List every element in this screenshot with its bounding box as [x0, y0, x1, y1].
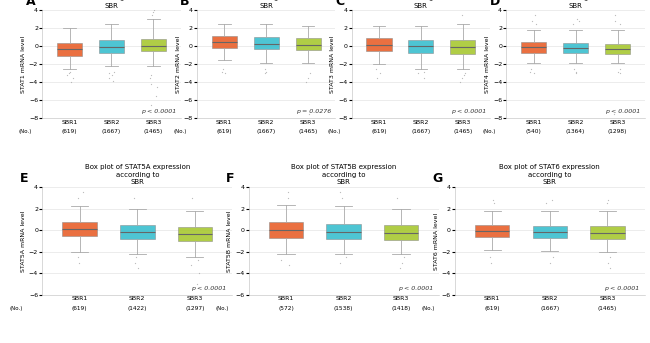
PathPatch shape: [521, 42, 546, 52]
Text: (619): (619): [216, 129, 232, 134]
Text: G: G: [432, 172, 442, 185]
Text: (1538): (1538): [334, 306, 354, 311]
Text: (1465): (1465): [144, 129, 163, 134]
Title: Box plot of STAT3 expression
according to
SBR: Box plot of STAT3 expression according t…: [370, 0, 471, 9]
Text: (619): (619): [62, 129, 77, 134]
Text: (No.): (No.): [173, 129, 187, 134]
Text: p < 0.0001: p < 0.0001: [398, 286, 433, 291]
Text: (1418): (1418): [391, 306, 411, 311]
Title: Box plot of STAT5B expression
according to
SBR: Box plot of STAT5B expression according …: [291, 164, 396, 185]
Text: (540): (540): [526, 129, 541, 134]
Text: C: C: [335, 0, 344, 8]
PathPatch shape: [326, 224, 361, 239]
PathPatch shape: [177, 227, 212, 241]
Y-axis label: STAT6 mRNA level: STAT6 mRNA level: [434, 212, 439, 270]
Text: p < 0.0001: p < 0.0001: [141, 109, 177, 114]
PathPatch shape: [212, 35, 237, 48]
Text: (619): (619): [484, 306, 500, 311]
Text: (No.): (No.): [482, 129, 496, 134]
Text: E: E: [20, 172, 28, 185]
Text: (No.): (No.): [18, 129, 32, 134]
Text: p < 0.0001: p < 0.0001: [604, 286, 639, 291]
PathPatch shape: [367, 38, 391, 51]
Text: p = 0.0276: p = 0.0276: [296, 109, 332, 114]
Text: F: F: [226, 172, 234, 185]
Y-axis label: STAT5A mRNA level: STAT5A mRNA level: [21, 210, 26, 272]
PathPatch shape: [563, 43, 588, 52]
PathPatch shape: [532, 226, 567, 238]
Text: (1422): (1422): [127, 306, 147, 311]
Title: Box plot of STAT5A expression
according to
SBR: Box plot of STAT5A expression according …: [84, 164, 190, 185]
Title: Box plot of STAT2 expression
according to
SBR: Box plot of STAT2 expression according t…: [216, 0, 317, 9]
Text: (1667): (1667): [257, 129, 276, 134]
PathPatch shape: [296, 38, 320, 50]
Text: p < 0.0001: p < 0.0001: [450, 109, 486, 114]
Y-axis label: STAT3 mRNA level: STAT3 mRNA level: [330, 36, 335, 93]
Text: (1465): (1465): [453, 129, 473, 134]
Text: A: A: [25, 0, 35, 8]
Text: (1298): (1298): [608, 129, 627, 134]
Text: (1297): (1297): [185, 306, 205, 311]
Text: (No.): (No.): [216, 306, 229, 311]
Text: p < 0.0001: p < 0.0001: [605, 109, 641, 114]
PathPatch shape: [450, 40, 475, 54]
Y-axis label: STAT2 mRNA level: STAT2 mRNA level: [176, 36, 181, 93]
Text: (1465): (1465): [298, 129, 318, 134]
PathPatch shape: [141, 39, 166, 51]
Text: D: D: [489, 0, 500, 8]
Text: p < 0.0001: p < 0.0001: [191, 286, 227, 291]
Title: Box plot of STAT4 expression
according to
SBR: Box plot of STAT4 expression according t…: [525, 0, 626, 9]
PathPatch shape: [384, 225, 419, 240]
PathPatch shape: [120, 225, 155, 239]
Y-axis label: STAT5B mRNA level: STAT5B mRNA level: [227, 210, 232, 272]
Text: (1667): (1667): [411, 129, 430, 134]
Text: (No.): (No.): [328, 129, 341, 134]
PathPatch shape: [62, 222, 97, 236]
Text: (572): (572): [278, 306, 294, 311]
PathPatch shape: [57, 43, 82, 56]
PathPatch shape: [99, 40, 124, 52]
PathPatch shape: [254, 37, 279, 49]
Y-axis label: STAT4 mRNA level: STAT4 mRNA level: [485, 36, 490, 93]
PathPatch shape: [408, 39, 434, 52]
PathPatch shape: [590, 226, 625, 239]
PathPatch shape: [475, 225, 510, 237]
Text: B: B: [180, 0, 190, 8]
Text: (619): (619): [371, 129, 387, 134]
Text: (1465): (1465): [598, 306, 617, 311]
Text: (1364): (1364): [566, 129, 585, 134]
Text: (No.): (No.): [10, 306, 23, 311]
PathPatch shape: [605, 44, 630, 54]
Text: (No.): (No.): [422, 306, 436, 311]
Text: (619): (619): [72, 306, 88, 311]
Title: Box plot of STAT1 expression
according to
SBR: Box plot of STAT1 expression according t…: [61, 0, 162, 9]
Title: Box plot of STAT6 expression
according to
SBR: Box plot of STAT6 expression according t…: [499, 164, 600, 185]
Y-axis label: STAT1 mRNA level: STAT1 mRNA level: [21, 36, 26, 93]
Text: (1667): (1667): [540, 306, 560, 311]
Text: (1667): (1667): [102, 129, 121, 134]
PathPatch shape: [268, 222, 303, 238]
